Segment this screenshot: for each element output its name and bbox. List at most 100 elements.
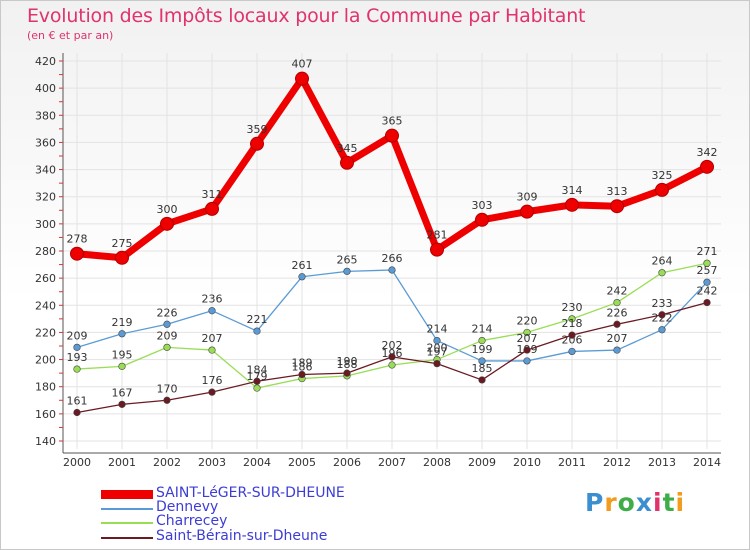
data-label-saint-l-ger-sur-dheune: 325 <box>652 169 673 182</box>
data-label-charrecey: 193 <box>67 351 88 364</box>
logo-letter: x <box>635 488 653 517</box>
data-label-saint-l-ger-sur-dheune: 303 <box>472 199 493 212</box>
y-tick-label: 200 <box>35 354 56 367</box>
data-point-dennevy <box>163 320 171 328</box>
y-tick-label: 300 <box>35 218 56 231</box>
data-point-dennevy <box>568 347 576 356</box>
data-point-dennevy <box>658 326 666 334</box>
y-tick-label: 280 <box>35 245 56 258</box>
data-label-saint-l-ger-sur-dheune: 345 <box>337 142 358 155</box>
data-label-saint-b-rain-sur-dheune: 184 <box>247 363 268 376</box>
data-point-saint-b-rain-sur-dheune <box>568 331 576 339</box>
data-point-saint-l-ger-sur-dheune <box>610 199 624 214</box>
data-label-charrecey: 195 <box>112 348 133 361</box>
legend-swatch <box>101 490 153 499</box>
legend-label: Saint-Bérain-sur-Dheune <box>156 528 328 544</box>
data-point-saint-b-rain-sur-dheune <box>298 370 306 379</box>
data-label-dennevy: 261 <box>292 259 313 272</box>
chart-title: Evolution des Impôts locaux pour la Comm… <box>27 5 586 27</box>
data-label-charrecey: 179 <box>247 370 268 383</box>
logo-letter: t <box>662 488 676 517</box>
data-point-dennevy <box>478 357 486 365</box>
y-tick-label: 400 <box>35 82 56 95</box>
data-label-dennevy: 199 <box>472 343 493 356</box>
data-point-charrecey <box>73 365 81 373</box>
logo-letter: i <box>675 488 686 517</box>
data-label-saint-b-rain-sur-dheune: 176 <box>202 374 223 387</box>
data-label-saint-l-ger-sur-dheune: 281 <box>427 229 448 242</box>
data-label-dennevy: 209 <box>67 329 88 342</box>
data-label-saint-l-ger-sur-dheune: 278 <box>67 233 88 246</box>
data-point-saint-b-rain-sur-dheune <box>118 400 126 408</box>
data-label-saint-b-rain-sur-dheune: 218 <box>562 317 583 330</box>
data-point-saint-b-rain-sur-dheune <box>208 388 216 396</box>
data-label-charrecey: 188 <box>337 358 358 371</box>
x-tick-label: 2001 <box>108 456 136 469</box>
data-point-charrecey <box>523 328 531 337</box>
data-label-saint-b-rain-sur-dheune: 197 <box>427 346 448 359</box>
data-point-saint-l-ger-sur-dheune <box>700 159 714 174</box>
data-label-charrecey: 230 <box>562 301 583 314</box>
y-tick-label: 320 <box>35 191 56 204</box>
data-label-saint-b-rain-sur-dheune: 226 <box>607 306 628 319</box>
data-point-dennevy <box>118 330 126 338</box>
data-point-charrecey <box>658 269 666 277</box>
data-point-saint-b-rain-sur-dheune <box>703 298 711 307</box>
data-label-saint-l-ger-sur-dheune: 300 <box>157 203 178 216</box>
x-tick-label: 2000 <box>63 456 91 469</box>
data-label-charrecey: 220 <box>517 314 538 327</box>
data-label-saint-l-ger-sur-dheune: 311 <box>202 188 223 201</box>
data-point-saint-l-ger-sur-dheune <box>655 182 669 197</box>
data-label-saint-b-rain-sur-dheune: 233 <box>652 297 673 310</box>
data-point-saint-b-rain-sur-dheune <box>163 396 171 404</box>
logo-letter: P <box>585 488 605 517</box>
data-label-saint-l-ger-sur-dheune: 365 <box>382 115 403 128</box>
data-point-dennevy <box>433 336 441 345</box>
x-tick-label: 2005 <box>288 456 316 469</box>
data-label-dennevy: 265 <box>337 253 358 266</box>
data-label-charrecey: 200 <box>427 342 448 355</box>
data-label-dennevy: 257 <box>697 264 718 277</box>
data-point-saint-l-ger-sur-dheune <box>160 216 174 231</box>
data-point-saint-b-rain-sur-dheune <box>613 320 621 328</box>
data-label-saint-l-ger-sur-dheune: 359 <box>247 123 268 136</box>
y-tick-label: 260 <box>35 272 56 285</box>
data-point-saint-b-rain-sur-dheune <box>658 311 666 319</box>
data-point-saint-l-ger-sur-dheune <box>565 197 579 212</box>
data-point-dennevy <box>388 266 396 274</box>
x-tick-label: 2008 <box>423 456 451 469</box>
data-point-saint-b-rain-sur-dheune <box>343 369 351 377</box>
data-point-saint-l-ger-sur-dheune <box>115 250 129 265</box>
x-tick-label: 2002 <box>153 456 181 469</box>
data-label-dennevy: 266 <box>382 252 403 265</box>
data-point-dennevy <box>253 327 261 335</box>
data-point-saint-b-rain-sur-dheune <box>388 353 396 361</box>
data-label-charrecey: 207 <box>202 332 223 345</box>
data-label-saint-l-ger-sur-dheune: 342 <box>697 146 718 159</box>
data-point-saint-b-rain-sur-dheune <box>478 376 486 384</box>
data-label-dennevy: 226 <box>157 306 178 319</box>
data-label-charrecey: 209 <box>157 329 178 342</box>
data-label-charrecey: 186 <box>292 361 313 374</box>
data-label-dennevy: 236 <box>202 293 223 306</box>
proxiti-logo: Proxiti <box>585 488 685 517</box>
y-tick-label: 240 <box>35 299 56 312</box>
x-tick-label: 2012 <box>603 456 631 469</box>
data-label-saint-b-rain-sur-dheune: 190 <box>337 355 358 368</box>
data-point-saint-l-ger-sur-dheune <box>520 204 534 219</box>
legend-swatch <box>101 522 153 524</box>
legend-swatch <box>101 508 153 510</box>
data-point-dennevy <box>703 278 711 286</box>
y-tick-label: 380 <box>35 109 56 122</box>
data-label-charrecey: 242 <box>607 285 628 298</box>
data-point-saint-l-ger-sur-dheune <box>385 128 399 143</box>
legend-swatch <box>101 537 153 539</box>
data-label-saint-l-ger-sur-dheune: 309 <box>517 191 538 204</box>
data-label-saint-l-ger-sur-dheune: 407 <box>292 58 313 71</box>
y-tick-label: 220 <box>35 326 56 339</box>
data-label-dennevy: 221 <box>247 313 268 326</box>
logo-letter: i <box>653 488 663 517</box>
x-tick-label: 2009 <box>468 456 496 469</box>
y-tick-label: 360 <box>35 136 56 149</box>
